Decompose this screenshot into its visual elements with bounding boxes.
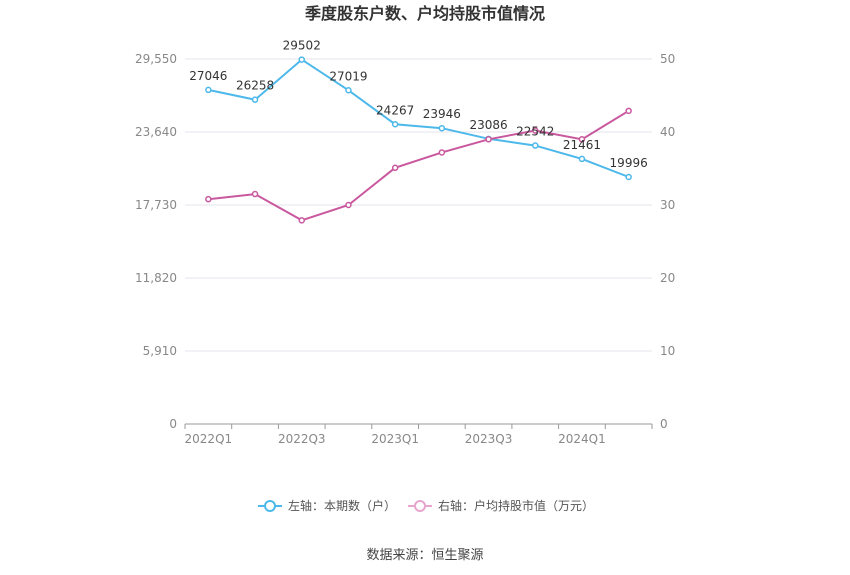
data-point[interactable] (251, 96, 259, 103)
data-label: 23946 (423, 107, 461, 121)
x-tick-label: 2023Q1 (371, 432, 419, 446)
data-point[interactable] (391, 121, 399, 128)
legend-swatch-right-marker (414, 500, 426, 512)
right-tick-label: 10 (660, 344, 675, 358)
data-label: 26258 (236, 79, 274, 93)
left-axis-ticks: 0 5,910 11,820 17,730 23,640 29,550 (135, 52, 177, 431)
data-point[interactable] (298, 56, 305, 63)
data-point[interactable] (205, 195, 212, 203)
data-label: 27046 (189, 69, 227, 83)
source-note: 数据来源：恒生聚源 (366, 548, 483, 563)
left-tick-label: 0 (169, 417, 177, 431)
data-point[interactable] (391, 164, 399, 172)
series-line-avg-value (208, 109, 630, 222)
data-label: 24267 (376, 103, 414, 117)
right-tick-label: 20 (660, 271, 675, 285)
data-point[interactable] (532, 127, 539, 134)
data-point[interactable] (532, 142, 539, 149)
right-tick-label: 40 (660, 125, 675, 139)
x-tick-label: 2023Q3 (465, 432, 513, 446)
right-tick-label: 30 (660, 198, 675, 212)
data-point[interactable] (205, 86, 212, 94)
data-point[interactable] (298, 217, 305, 224)
data-label: 19996 (610, 156, 648, 170)
chart-title: 季度股东户数、户均持股市值情况 (304, 4, 545, 23)
legend-item-left-series[interactable]: 左轴：本期数（户） (258, 498, 396, 513)
legend-item-right-series[interactable]: 右轴：户均持股市值（万元） (408, 498, 594, 513)
right-tick-label: 50 (660, 52, 675, 66)
right-axis-ticks: 0 10 20 30 40 50 (660, 52, 675, 431)
data-labels: 27046 26258 29502 27019 24267 23946 23086 22542… (189, 39, 647, 170)
left-tick-label: 11,820 (135, 271, 177, 285)
data-point[interactable] (625, 173, 632, 181)
left-tick-label: 29,550 (135, 52, 177, 66)
series-line-households (208, 58, 630, 178)
right-tick-label: 0 (660, 417, 668, 431)
x-axis-ticks: 2022Q1 2022Q3 2023Q1 2023Q3 2024Q1 (184, 424, 653, 446)
data-label: 23086 (469, 118, 507, 132)
left-tick-label: 5,910 (143, 344, 177, 358)
data-point[interactable] (578, 136, 586, 143)
data-point[interactable] (625, 107, 632, 115)
series-layer (205, 56, 632, 224)
left-tick-label: 23,640 (135, 125, 177, 139)
data-point[interactable] (438, 124, 446, 132)
x-tick-label: 2022Q1 (185, 432, 233, 446)
data-point[interactable] (345, 87, 352, 94)
data-point[interactable] (485, 136, 492, 143)
left-tick-label: 17,730 (135, 198, 177, 212)
data-point[interactable] (345, 201, 352, 209)
data-label: 22542 (516, 125, 554, 139)
legend-swatch-left-marker (264, 500, 276, 512)
legend-label-left: 左轴：本期数（户） (288, 498, 396, 513)
x-tick-label: 2024Q1 (558, 432, 606, 446)
data-label: 29502 (283, 39, 321, 53)
data-label: 21461 (563, 138, 601, 152)
x-tick-label: 2022Q3 (278, 432, 326, 446)
legend: 左轴：本期数（户） 右轴：户均持股市值（万元） (258, 498, 594, 513)
legend-label-right: 右轴：户均持股市值（万元） (438, 498, 594, 513)
grid-lines (185, 58, 652, 425)
data-point[interactable] (251, 190, 259, 198)
data-label: 27019 (329, 69, 367, 83)
data-point[interactable] (578, 155, 586, 163)
data-point[interactable] (438, 149, 446, 156)
